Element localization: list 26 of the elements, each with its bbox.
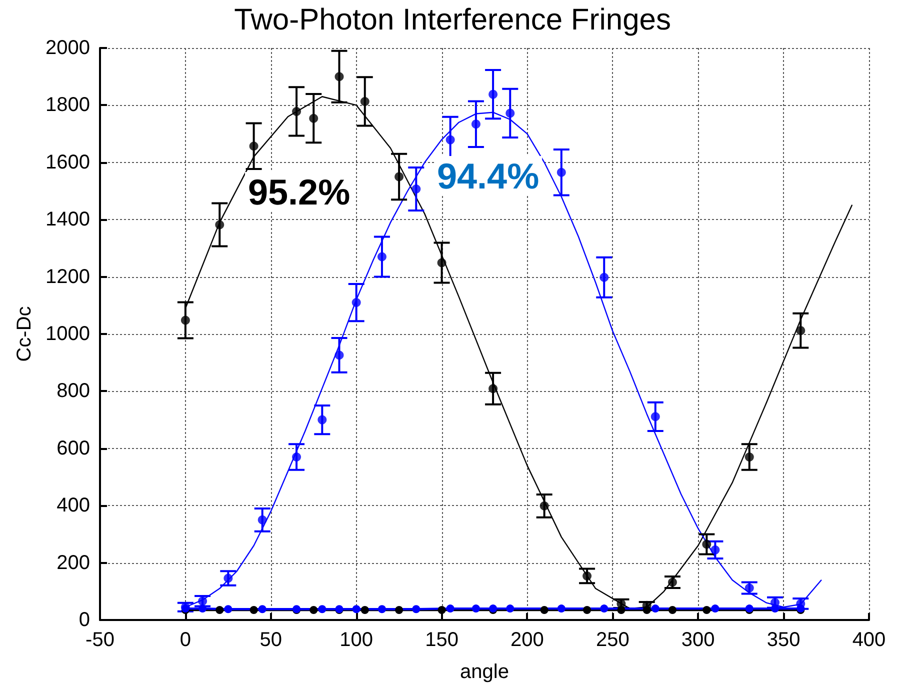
y-tick-label: 1000 <box>46 323 90 345</box>
annotation: 95.2% <box>248 172 350 212</box>
x-tick-label: 250 <box>596 629 630 651</box>
y-tick-label: 0 <box>78 609 90 631</box>
y-tick-label: 1800 <box>46 94 90 116</box>
annotation: 94.4% <box>437 156 540 196</box>
x-tick-label: 200 <box>510 629 544 651</box>
x-tick-label: 350 <box>766 629 800 651</box>
x-tick-label: 300 <box>681 629 715 651</box>
y-axis-title: Cc-Dc <box>14 306 36 362</box>
x-tick-label: 150 <box>425 629 458 651</box>
y-tick-label: 1400 <box>46 208 90 231</box>
x-tick-label: 50 <box>260 629 282 651</box>
x-axis-title: angle <box>460 661 509 683</box>
y-tick-label: 1600 <box>46 151 90 174</box>
chart-title: Two-Photon Interference Fringes <box>234 4 671 36</box>
x-tick-label: 400 <box>852 629 886 651</box>
y-tick-label: 800 <box>56 380 90 402</box>
y-tick-label: 1200 <box>46 266 90 288</box>
y-tick-label: 200 <box>56 552 90 574</box>
x-tick-label: -50 <box>86 629 114 651</box>
x-tick-label: 100 <box>340 629 374 651</box>
x-tick-label: 0 <box>180 629 192 651</box>
y-tick-label: 600 <box>56 437 90 460</box>
y-tick-label: 400 <box>56 494 90 517</box>
y-tick-label: 2000 <box>46 37 90 59</box>
